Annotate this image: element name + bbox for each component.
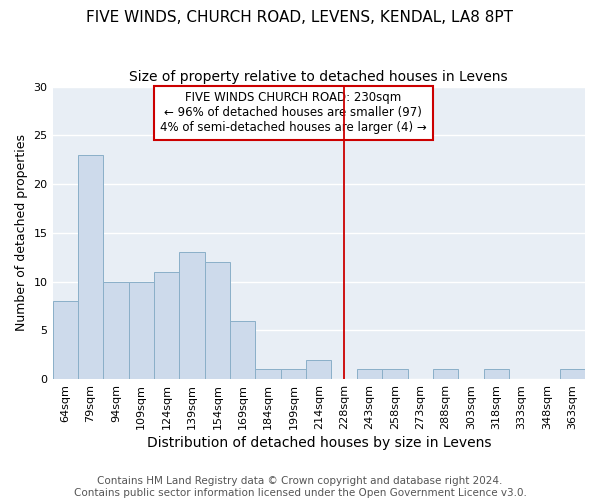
Text: FIVE WINDS, CHURCH ROAD, LEVENS, KENDAL, LA8 8PT: FIVE WINDS, CHURCH ROAD, LEVENS, KENDAL,… bbox=[86, 10, 514, 25]
Bar bbox=[128, 282, 154, 379]
Text: Contains HM Land Registry data © Crown copyright and database right 2024.
Contai: Contains HM Land Registry data © Crown c… bbox=[74, 476, 526, 498]
Bar bbox=[306, 360, 331, 379]
Y-axis label: Number of detached properties: Number of detached properties bbox=[15, 134, 28, 332]
Bar bbox=[103, 282, 128, 379]
Bar bbox=[230, 320, 256, 379]
Bar bbox=[382, 370, 407, 379]
X-axis label: Distribution of detached houses by size in Levens: Distribution of detached houses by size … bbox=[146, 436, 491, 450]
Bar bbox=[53, 301, 78, 379]
Bar bbox=[78, 155, 103, 379]
Bar bbox=[154, 272, 179, 379]
Bar bbox=[281, 370, 306, 379]
Bar bbox=[357, 370, 382, 379]
Text: FIVE WINDS CHURCH ROAD: 230sqm
← 96% of detached houses are smaller (97)
4% of s: FIVE WINDS CHURCH ROAD: 230sqm ← 96% of … bbox=[160, 92, 427, 134]
Bar bbox=[205, 262, 230, 379]
Bar bbox=[484, 370, 509, 379]
Bar bbox=[179, 252, 205, 379]
Bar bbox=[256, 370, 281, 379]
Bar bbox=[433, 370, 458, 379]
Title: Size of property relative to detached houses in Levens: Size of property relative to detached ho… bbox=[130, 70, 508, 84]
Bar bbox=[560, 370, 585, 379]
